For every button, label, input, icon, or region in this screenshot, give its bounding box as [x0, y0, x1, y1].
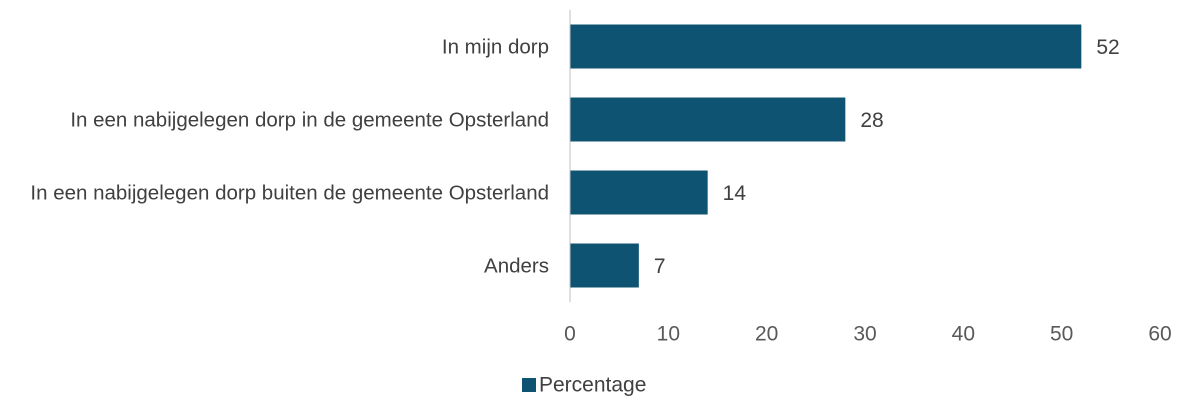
- y-tick-label: Anders: [484, 254, 549, 277]
- legend-swatch: [522, 378, 536, 392]
- data-label: 7: [654, 255, 666, 278]
- x-tick-label: 40: [952, 323, 975, 346]
- x-tick-label: 60: [1148, 323, 1171, 346]
- y-tick-label: In een nabijgelegen dorp buiten de gemee…: [30, 181, 549, 204]
- x-tick-label: 30: [853, 323, 876, 346]
- bar: [570, 243, 639, 288]
- data-label: 52: [1096, 36, 1119, 59]
- x-tick-label: 0: [564, 323, 576, 346]
- y-tick-label: In mijn dorp: [441, 35, 549, 58]
- bar: [570, 24, 1082, 69]
- x-tick-label: 50: [1050, 323, 1073, 346]
- x-tick-label: 20: [755, 323, 778, 346]
- legend-label: Percentage: [539, 374, 646, 397]
- data-label: 14: [723, 182, 747, 205]
- data-label: 28: [860, 109, 883, 132]
- bar: [570, 170, 708, 215]
- x-tick-label: 10: [657, 323, 680, 346]
- y-tick-label: In een nabijgelegen dorp in de gemeente …: [70, 108, 549, 131]
- bar: [570, 97, 846, 142]
